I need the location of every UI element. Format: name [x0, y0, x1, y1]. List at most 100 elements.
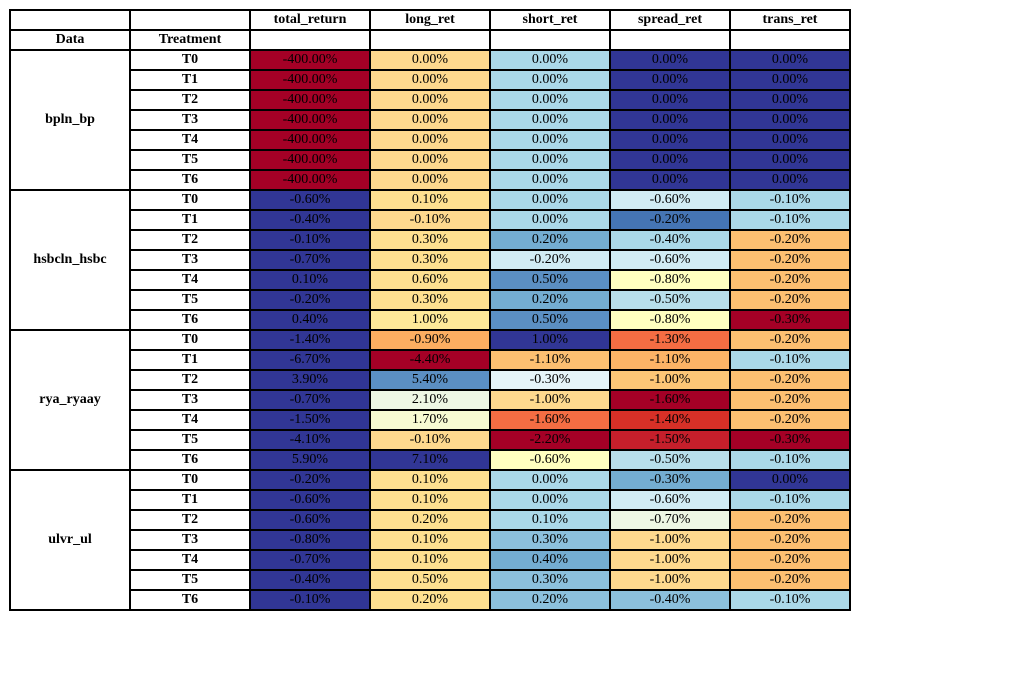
- table-row: bpln_bp T0 -400.00% 0.00% 0.00% 0.00% 0.00%: [9, 49, 851, 191]
- value-cell: 0.10%: [369, 549, 491, 571]
- value-cell: 0.00%: [489, 149, 611, 171]
- value-cell: -1.00%: [609, 549, 731, 571]
- index-header-data: Data: [9, 29, 131, 51]
- value-cell: -0.60%: [249, 489, 371, 511]
- table-row: T1 -400.00% 0.00% 0.00% 0.00% 0.00%: [10, 69, 851, 91]
- value-cell: -0.60%: [609, 249, 731, 271]
- treatment-label: T0: [129, 189, 251, 211]
- column-header-long-ret: long_ret: [369, 9, 491, 31]
- value-cell: -0.50%: [609, 289, 731, 311]
- table-row: T4 0.10% 0.60% 0.50% -0.80% -0.20%: [10, 269, 851, 291]
- value-cell: 0.00%: [369, 129, 491, 151]
- table-row: T3 -400.00% 0.00% 0.00% 0.00% 0.00%: [10, 109, 851, 131]
- value-cell: -0.10%: [369, 429, 491, 451]
- value-cell: -0.30%: [729, 309, 851, 331]
- value-cell: -0.20%: [729, 549, 851, 571]
- value-cell: -4.40%: [369, 349, 491, 371]
- value-cell: -0.20%: [489, 249, 611, 271]
- table-row: ulvr_ul T0 -0.20% 0.10% 0.00% -0.30% 0.00%: [9, 469, 851, 611]
- column-header-short-ret: short_ret: [489, 9, 611, 31]
- value-cell: 2.10%: [369, 389, 491, 411]
- value-cell: -400.00%: [249, 49, 371, 71]
- value-cell: 0.00%: [609, 109, 731, 131]
- value-cell: -1.00%: [489, 389, 611, 411]
- value-cell: 0.00%: [489, 489, 611, 511]
- value-cell: 0.00%: [729, 129, 851, 151]
- index-header-spacer: [609, 29, 731, 51]
- table-row: T2 -0.60% 0.20% 0.10% -0.70% -0.20%: [10, 509, 851, 531]
- value-cell: 0.00%: [609, 149, 731, 171]
- table-row: T6 0.40% 1.00% 0.50% -0.80% -0.30%: [10, 309, 851, 331]
- value-cell: 0.00%: [729, 469, 851, 491]
- treatment-label: T5: [129, 289, 251, 311]
- value-cell: 0.50%: [489, 309, 611, 331]
- table-row: T1 -0.40% -0.10% 0.00% -0.20% -0.10%: [10, 209, 851, 231]
- value-cell: -0.40%: [249, 209, 371, 231]
- value-cell: -0.70%: [249, 249, 371, 271]
- value-cell: 0.00%: [729, 109, 851, 131]
- treatment-label: T3: [129, 109, 251, 131]
- value-cell: -0.10%: [729, 589, 851, 611]
- value-cell: 1.70%: [369, 409, 491, 431]
- treatment-label: T4: [129, 409, 251, 431]
- value-cell: 0.30%: [369, 249, 491, 271]
- value-cell: -0.60%: [609, 189, 731, 211]
- value-cell: 0.00%: [369, 89, 491, 111]
- value-cell: 0.20%: [489, 229, 611, 251]
- value-cell: -0.90%: [369, 329, 491, 351]
- value-cell: 0.00%: [489, 109, 611, 131]
- value-cell: -1.60%: [609, 389, 731, 411]
- value-cell: 0.60%: [369, 269, 491, 291]
- value-cell: 0.00%: [489, 189, 611, 211]
- value-cell: 5.90%: [249, 449, 371, 471]
- treatment-label: T3: [129, 249, 251, 271]
- treatment-label: T5: [129, 569, 251, 591]
- value-cell: -1.00%: [609, 569, 731, 591]
- value-cell: -400.00%: [249, 109, 371, 131]
- treatment-label: T2: [129, 509, 251, 531]
- value-cell: 0.00%: [369, 109, 491, 131]
- value-cell: -1.40%: [249, 329, 371, 351]
- value-cell: -0.20%: [249, 469, 371, 491]
- value-cell: -0.10%: [249, 229, 371, 251]
- value-cell: -0.60%: [609, 489, 731, 511]
- table-row: T3 -0.80% 0.10% 0.30% -1.00% -0.20%: [10, 529, 851, 551]
- table-row: rya_ryaay T0 -1.40% -0.90% 1.00% -1.30% -0.20%: [9, 329, 851, 471]
- value-cell: -0.10%: [369, 209, 491, 231]
- column-header-row: total_return long_ret short_ret spread_r…: [9, 9, 851, 31]
- value-cell: 0.10%: [369, 189, 491, 211]
- value-cell: 0.30%: [369, 289, 491, 311]
- value-cell: 0.20%: [369, 509, 491, 531]
- value-cell: 0.30%: [489, 529, 611, 551]
- value-cell: 0.10%: [369, 469, 491, 491]
- value-cell: 0.00%: [609, 49, 731, 71]
- value-cell: 0.00%: [489, 89, 611, 111]
- treatment-label: T6: [129, 309, 251, 331]
- treatment-label: T1: [129, 209, 251, 231]
- value-cell: 3.90%: [249, 369, 371, 391]
- table-row: T3 -0.70% 2.10% -1.00% -1.60% -0.20%: [10, 389, 851, 411]
- value-cell: -0.30%: [729, 429, 851, 451]
- treatment-label: T2: [129, 229, 251, 251]
- treatment-label: T6: [129, 589, 251, 611]
- value-cell: -1.30%: [609, 329, 731, 351]
- value-cell: -400.00%: [249, 129, 371, 151]
- value-cell: 0.20%: [489, 289, 611, 311]
- value-cell: -400.00%: [249, 89, 371, 111]
- index-header-treatment: Treatment: [129, 29, 251, 51]
- value-cell: -0.10%: [729, 489, 851, 511]
- value-cell: -0.20%: [729, 369, 851, 391]
- value-cell: -1.00%: [609, 369, 731, 391]
- value-cell: 1.00%: [369, 309, 491, 331]
- value-cell: 0.00%: [489, 469, 611, 491]
- value-cell: 0.40%: [249, 309, 371, 331]
- value-cell: -1.50%: [249, 409, 371, 431]
- value-cell: -0.10%: [729, 349, 851, 371]
- treatment-label: T4: [129, 269, 251, 291]
- value-cell: -0.20%: [729, 529, 851, 551]
- value-cell: -0.30%: [609, 469, 731, 491]
- treatment-label: T3: [129, 529, 251, 551]
- value-cell: -0.30%: [489, 369, 611, 391]
- group-label: ulvr_ul: [9, 469, 131, 611]
- value-cell: 0.10%: [369, 529, 491, 551]
